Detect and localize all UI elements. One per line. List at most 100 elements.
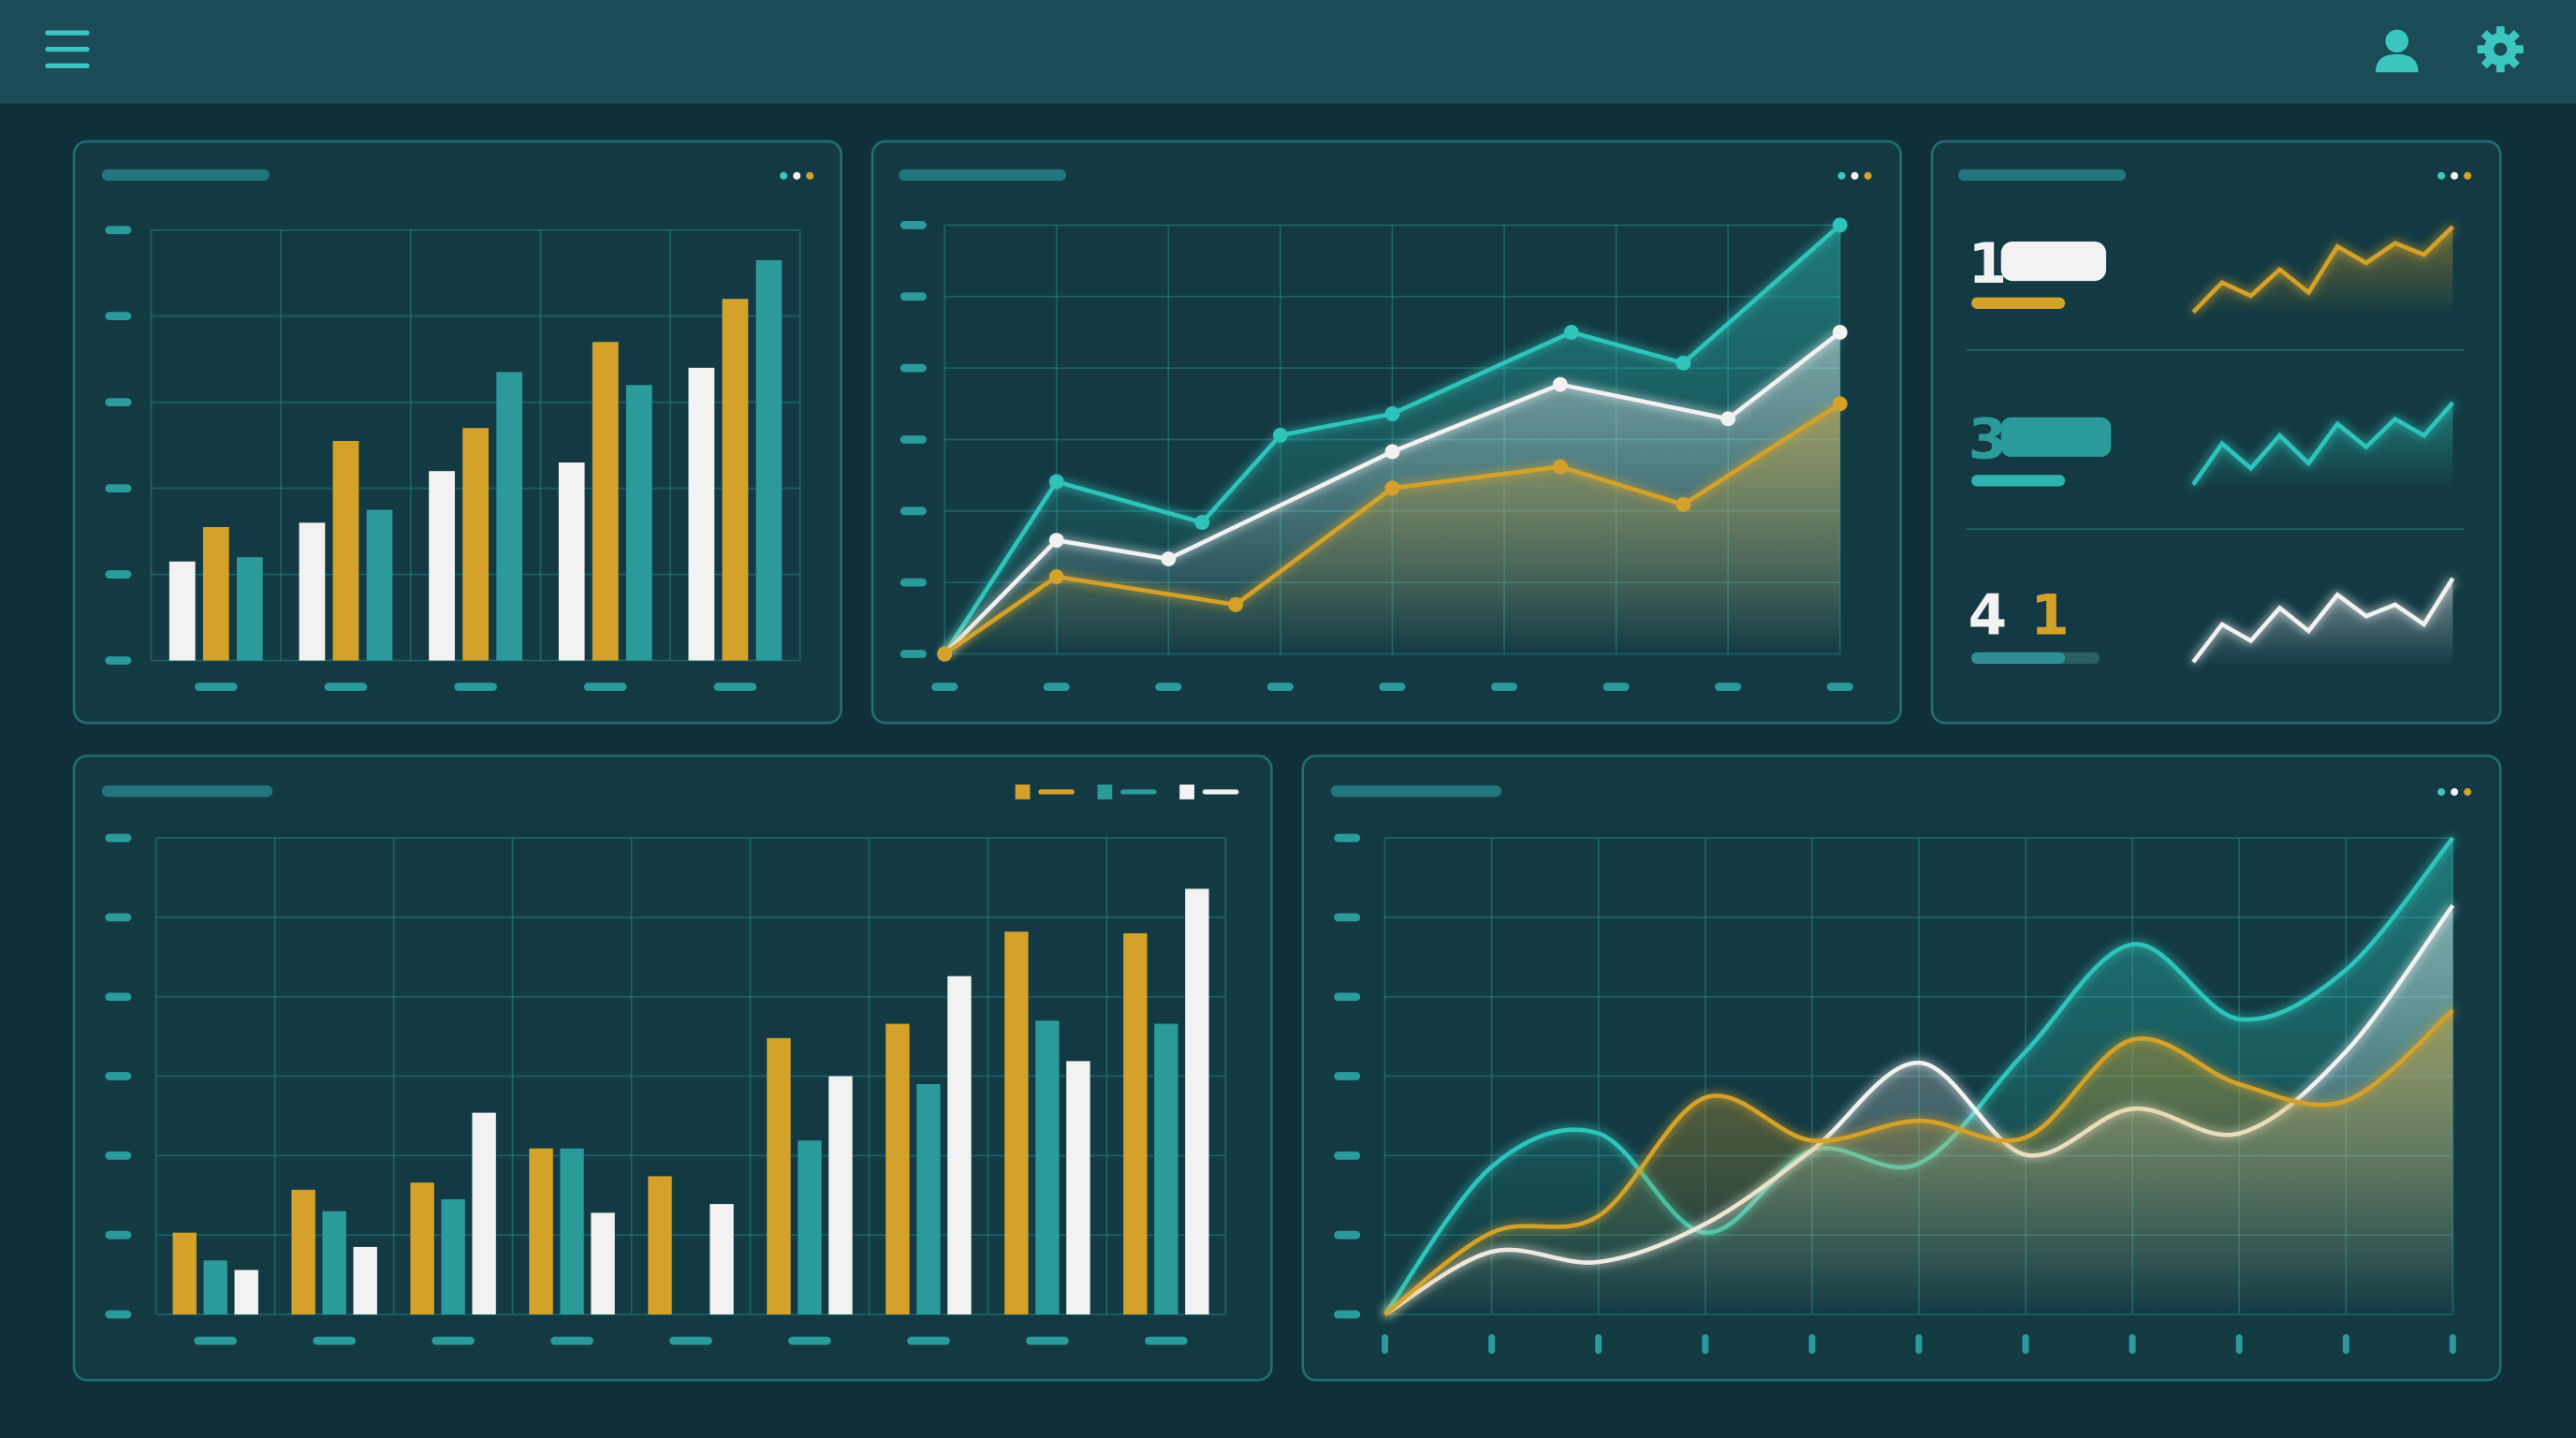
bar (625, 385, 652, 661)
point (1228, 596, 1243, 612)
bar (410, 1182, 434, 1315)
more-menu[interactable] (1837, 171, 1872, 180)
sparkline (2191, 401, 2455, 487)
x-tick-mark (2022, 1334, 2029, 1355)
x-tick-mark (1490, 682, 1518, 691)
bar (1066, 1061, 1090, 1315)
bar (710, 1204, 734, 1315)
x-label-placeholder (669, 1336, 712, 1345)
point (1676, 355, 1691, 371)
bar (236, 557, 263, 661)
point (1563, 325, 1579, 340)
x-tick-mark (1266, 682, 1294, 691)
x-label-placeholder (194, 1336, 238, 1345)
bar (798, 1140, 822, 1315)
point (1048, 474, 1064, 490)
point (1832, 396, 1848, 412)
point (937, 646, 953, 662)
y-tick-mark (900, 578, 927, 587)
sparkline-area (2193, 578, 2453, 666)
x-tick-mark (2449, 1334, 2456, 1355)
y-tick-mark (105, 484, 132, 492)
y-tick-mark (105, 226, 132, 235)
user-button[interactable] (2375, 29, 2419, 73)
x-label-placeholder (583, 682, 627, 691)
x-tick-mark (2129, 1334, 2136, 1355)
x-tick-mark (2235, 1334, 2243, 1355)
legend-swatch (1202, 789, 1239, 795)
bar (1154, 1023, 1178, 1315)
point (1552, 459, 1568, 475)
bar (299, 522, 326, 661)
x-tick-mark (1043, 682, 1070, 691)
more-menu[interactable] (2437, 787, 2472, 796)
menu-button[interactable] (45, 30, 90, 68)
bar (429, 471, 455, 661)
x-label-placeholder (194, 682, 238, 691)
y-tick-mark (900, 650, 927, 658)
point (1552, 376, 1568, 392)
x-label-placeholder (907, 1336, 950, 1345)
area (1384, 1010, 2453, 1315)
legend-swatch (1038, 789, 1075, 795)
more-menu[interactable] (780, 171, 814, 180)
x-label-placeholder (788, 1336, 831, 1345)
y-tick-mark (1334, 913, 1361, 922)
y-tick-mark (105, 992, 132, 1002)
top-bar (0, 0, 2576, 104)
kpi-placeholder (2000, 417, 2112, 457)
kpi-bar (1971, 297, 2066, 309)
title-placeholder (101, 785, 273, 798)
bar (648, 1176, 672, 1315)
x-tick-mark (1826, 682, 1853, 691)
y-tick-mark (1334, 1230, 1361, 1240)
more-menu[interactable] (2437, 171, 2472, 180)
point (1384, 406, 1400, 421)
title-placeholder (1330, 785, 1502, 798)
bar (591, 1212, 615, 1315)
x-tick-mark (1715, 682, 1742, 691)
y-tick-mark (1334, 1151, 1361, 1160)
y-tick-mark (900, 221, 927, 229)
legend-swatch (1097, 785, 1113, 800)
x-tick-mark (1382, 1334, 1389, 1355)
kpi-value: 3 (1969, 408, 2008, 473)
settings-button[interactable] (2477, 26, 2524, 73)
x-label-placeholder (1145, 1336, 1188, 1345)
title-placeholder (1958, 169, 2127, 182)
y-tick-mark (105, 913, 132, 922)
bar (168, 561, 196, 661)
line (1383, 1008, 2454, 1316)
x-tick-mark (1915, 1334, 1923, 1355)
x-label-placeholder (454, 682, 497, 691)
kpi-bar (1971, 652, 2066, 665)
bar (441, 1199, 465, 1315)
x-tick-mark (931, 682, 959, 691)
point (1272, 427, 1288, 443)
kpi-value: 4 (1969, 583, 2008, 648)
y-tick-mark (900, 292, 927, 301)
y-tick-mark (900, 506, 927, 516)
bar (1004, 932, 1029, 1315)
y-tick-mark (105, 833, 132, 843)
y-tick-mark (105, 1310, 132, 1319)
bar (462, 428, 489, 661)
bar (172, 1232, 197, 1315)
bar (767, 1037, 791, 1315)
x-label-placeholder (713, 682, 757, 691)
bar (592, 342, 619, 661)
kpi-value: 1 (1969, 232, 2008, 297)
x-tick-mark (1155, 682, 1182, 691)
bar (234, 1269, 258, 1315)
kpi-placeholder (2000, 241, 2107, 282)
legend-swatch (1120, 789, 1157, 795)
bar (1035, 1020, 1060, 1315)
bar (202, 526, 229, 661)
bar (529, 1148, 553, 1315)
y-tick-mark (1334, 1072, 1361, 1080)
bar (322, 1211, 346, 1315)
point (1720, 411, 1736, 427)
sparkline (2191, 577, 2455, 664)
x-tick-mark (2342, 1334, 2349, 1355)
title-placeholder (899, 169, 1067, 182)
